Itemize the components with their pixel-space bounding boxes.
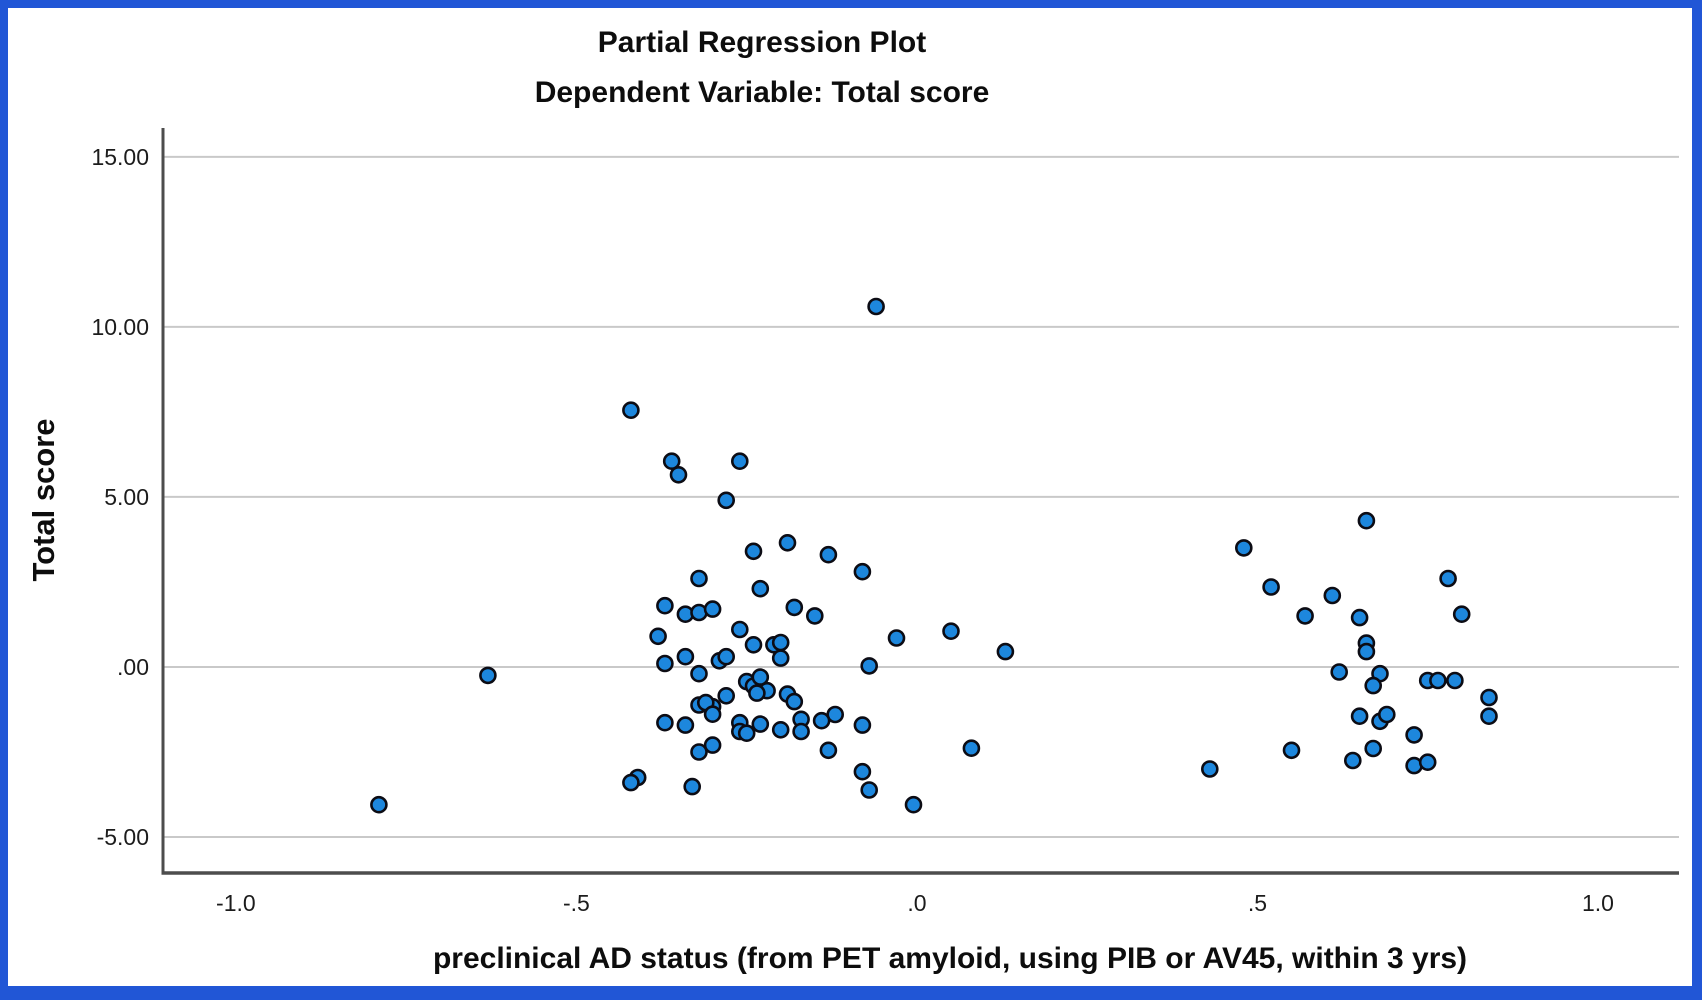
data-point: [662, 452, 681, 471]
data-point: [1323, 586, 1342, 605]
data-point: [751, 668, 770, 686]
data-point: [771, 720, 790, 739]
data-point: [771, 633, 790, 652]
data-point: [730, 452, 749, 471]
data-point: [748, 684, 766, 702]
data-point: [669, 465, 688, 484]
x-tick-label: .5: [1248, 890, 1267, 916]
data-point: [942, 622, 960, 641]
y-tick-label: 5.00: [104, 484, 149, 510]
data-point: [1446, 671, 1464, 690]
data-point: [778, 533, 797, 552]
data-point: [1282, 741, 1301, 760]
window-border-top: [0, 0, 1702, 8]
data-point: [744, 635, 763, 654]
data-point: [1350, 608, 1369, 627]
x-tick-label: -.5: [563, 890, 590, 916]
data-point: [703, 705, 722, 724]
data-point: [904, 795, 923, 814]
data-point: [1452, 605, 1471, 624]
y-tick-label: .00: [117, 654, 149, 680]
data-point: [1480, 707, 1498, 726]
y-tick-label: -5.00: [97, 824, 149, 850]
data-point: [853, 562, 872, 581]
data-point: [479, 666, 497, 685]
data-point: [1378, 705, 1396, 724]
window-border-bottom: [0, 986, 1702, 1000]
y-tick-label: 10.00: [91, 314, 149, 340]
data-point: [860, 781, 879, 799]
x-tick-label: .0: [907, 890, 926, 916]
data-point: [853, 762, 872, 781]
data-point: [860, 657, 879, 675]
data-point: [690, 743, 708, 761]
data-point: [819, 741, 838, 760]
data-point: [649, 627, 667, 646]
data-point: [676, 716, 695, 734]
y-tick-label: 15.00: [91, 144, 149, 170]
data-point: [717, 491, 736, 510]
data-point: [656, 654, 674, 673]
data-point: [805, 607, 824, 625]
data-point: [1350, 707, 1369, 726]
data-point: [1296, 607, 1314, 625]
data-point: [622, 773, 640, 792]
data-point: [703, 600, 722, 618]
data-point: [1357, 642, 1376, 661]
data-point: [867, 297, 885, 316]
data-point: [785, 692, 804, 711]
data-point: [751, 579, 770, 598]
data-point: [812, 711, 831, 730]
data-point: [1439, 569, 1457, 588]
data-point: [622, 401, 640, 420]
chart-subtitle: Dependent Variable: Total score: [534, 76, 990, 109]
data-point: [853, 716, 872, 734]
x-tick-label: 1.0: [1582, 890, 1614, 916]
data-point: [730, 620, 749, 639]
data-point: [656, 596, 674, 615]
data-point: [1418, 753, 1437, 772]
data-point: [1357, 511, 1376, 530]
data-point: [1480, 688, 1498, 707]
window-border-left: [0, 0, 8, 1000]
data-point: [785, 598, 804, 617]
data-point: [737, 724, 756, 743]
data-point: [1429, 671, 1447, 690]
data-point: [751, 715, 770, 733]
data-point: [996, 642, 1015, 661]
x-axis-title: preclinical AD status (from PET amyloid,…: [432, 942, 1468, 975]
data-point: [717, 647, 736, 666]
data-point: [690, 569, 708, 588]
data-point: [1262, 578, 1280, 596]
chart-title: Partial Regression Plot: [597, 26, 927, 59]
data-point: [771, 649, 790, 667]
window-border-right: [1692, 0, 1702, 1000]
data-point: [1235, 539, 1253, 557]
data-point: [690, 664, 708, 683]
data-point: [370, 795, 388, 814]
data-point: [1201, 760, 1219, 778]
data-point: [887, 629, 906, 647]
data-point: [962, 739, 981, 758]
data-point: [792, 722, 810, 741]
data-point: [1364, 676, 1382, 695]
data-point: [1344, 751, 1362, 770]
data-point: [744, 542, 763, 561]
data-point: [656, 713, 674, 732]
data-point: [819, 545, 838, 564]
data-point: [717, 686, 736, 705]
data-point: [676, 647, 695, 666]
data-point: [1330, 663, 1348, 681]
data-point: [703, 736, 722, 754]
x-tick-label: -1.0: [216, 890, 256, 916]
data-point: [1405, 726, 1423, 744]
data-point: [683, 777, 702, 796]
data-point: [1364, 739, 1382, 758]
